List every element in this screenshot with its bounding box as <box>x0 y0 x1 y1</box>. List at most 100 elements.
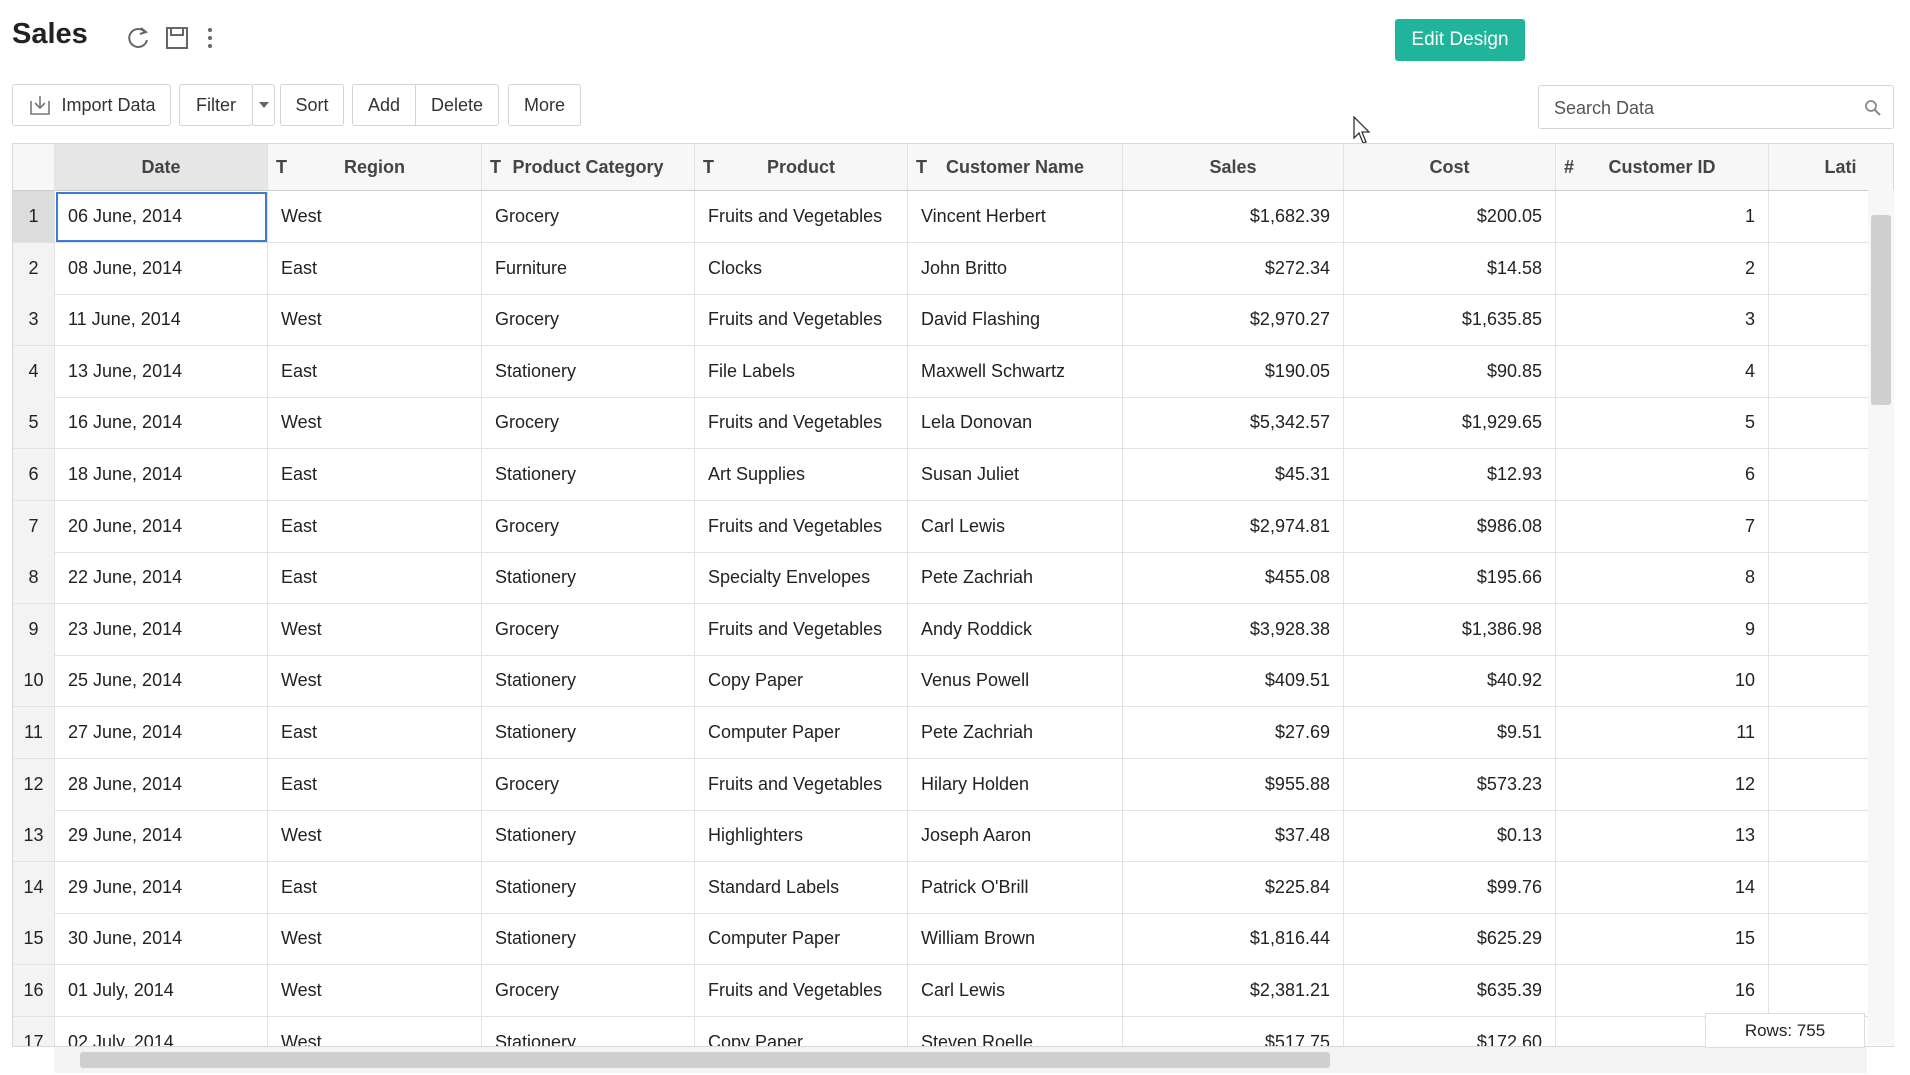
add-button[interactable]: Add <box>352 84 416 126</box>
row-number[interactable]: 17 <box>13 1016 55 1046</box>
column-header[interactable]: Region T <box>268 144 482 191</box>
cell[interactable]: Grocery <box>482 758 695 811</box>
column-header[interactable]: Sales <box>1123 144 1344 191</box>
cell[interactable]: $200.05 <box>1344 191 1556 243</box>
cell[interactable]: $986.08 <box>1344 500 1556 553</box>
cell[interactable]: Art Supplies <box>695 449 908 501</box>
cell[interactable]: $172.60 <box>1344 1016 1556 1046</box>
delete-button[interactable]: Delete <box>415 84 499 126</box>
more-button[interactable]: More <box>508 84 581 126</box>
row-number[interactable]: 2 <box>13 242 55 295</box>
cell[interactable]: $1,682.39 <box>1123 191 1344 243</box>
row-number[interactable]: 12 <box>13 758 55 811</box>
cell[interactable]: 29 June, 2014 <box>55 861 268 914</box>
cell[interactable]: Copy Paper <box>695 655 908 708</box>
cell[interactable]: $27.69 <box>1123 707 1344 759</box>
cell[interactable]: 28 June, 2014 <box>55 758 268 811</box>
cell[interactable]: $3,928.38 <box>1123 603 1344 656</box>
cell[interactable]: Stationery <box>482 1016 695 1046</box>
row-number[interactable]: 16 <box>13 965 55 1017</box>
cell[interactable]: 7 <box>1556 500 1769 553</box>
row-number[interactable]: 5 <box>13 397 55 450</box>
cell[interactable]: Fruits and Vegetables <box>695 500 908 553</box>
cell[interactable]: 01 July, 2014 <box>55 965 268 1017</box>
cell[interactable]: East <box>268 500 482 553</box>
cell[interactable]: $195.66 <box>1344 552 1556 605</box>
cell[interactable]: 12 <box>1556 758 1769 811</box>
cell[interactable]: Fruits and Vegetables <box>695 603 908 656</box>
cell[interactable]: Stationery <box>482 655 695 708</box>
cell[interactable]: $2,381.21 <box>1123 965 1344 1017</box>
cell[interactable]: $0.13 <box>1344 810 1556 863</box>
cell[interactable]: East <box>268 758 482 811</box>
cell[interactable]: 4 <box>1556 345 1769 398</box>
cell[interactable]: 23 June, 2014 <box>55 603 268 656</box>
cell[interactable]: Stationery <box>482 810 695 863</box>
cell[interactable]: Highlighters <box>695 810 908 863</box>
cell[interactable]: Grocery <box>482 191 695 243</box>
cell[interactable]: $573.23 <box>1344 758 1556 811</box>
h-scrollbar[interactable] <box>54 1047 1867 1073</box>
cell[interactable]: Carl Lewis <box>908 965 1123 1017</box>
cell[interactable]: 20 June, 2014 <box>55 500 268 553</box>
cell[interactable]: File Labels <box>695 345 908 398</box>
row-number[interactable]: 3 <box>13 294 55 347</box>
cell[interactable]: Patrick O'Brill <box>908 861 1123 914</box>
cell[interactable]: Grocery <box>482 965 695 1017</box>
row-number[interactable]: 11 <box>13 707 55 759</box>
cell[interactable]: $955.88 <box>1123 758 1344 811</box>
cell[interactable]: David Flashing <box>908 294 1123 347</box>
cell[interactable]: $1,816.44 <box>1123 913 1344 966</box>
cell[interactable]: 18 June, 2014 <box>55 449 268 501</box>
cell[interactable]: William Brown <box>908 913 1123 966</box>
row-number[interactable]: 14 <box>13 861 55 914</box>
row-number[interactable]: 13 <box>13 810 55 863</box>
cell[interactable]: $2,970.27 <box>1123 294 1344 347</box>
cell[interactable]: 25 June, 2014 <box>55 655 268 708</box>
cell[interactable]: $40.92 <box>1344 655 1556 708</box>
row-number[interactable]: 10 <box>13 655 55 708</box>
cell[interactable]: East <box>268 242 482 295</box>
cell[interactable]: 29 June, 2014 <box>55 810 268 863</box>
column-header[interactable]: Product T <box>695 144 908 191</box>
row-number[interactable]: 1 <box>13 191 55 243</box>
cell[interactable]: 16 <box>1556 965 1769 1017</box>
cell[interactable]: East <box>268 861 482 914</box>
cell[interactable]: Grocery <box>482 294 695 347</box>
row-number[interactable]: 6 <box>13 449 55 501</box>
cell[interactable]: $190.05 <box>1123 345 1344 398</box>
cell[interactable]: 5 <box>1556 397 1769 450</box>
cell[interactable]: 06 June, 2014 <box>55 191 268 243</box>
cell[interactable]: Grocery <box>482 397 695 450</box>
cell[interactable]: Grocery <box>482 500 695 553</box>
cell[interactable]: $14.58 <box>1344 242 1556 295</box>
cell[interactable]: Lela Donovan <box>908 397 1123 450</box>
cell[interactable]: Carl Lewis <box>908 500 1123 553</box>
cell[interactable]: 10 <box>1556 655 1769 708</box>
cell[interactable]: Fruits and Vegetables <box>695 397 908 450</box>
v-scrollbar[interactable] <box>1868 190 1894 1045</box>
cell[interactable]: 8 <box>1556 552 1769 605</box>
cell[interactable]: $1,929.65 <box>1344 397 1556 450</box>
cell[interactable]: $635.39 <box>1344 965 1556 1017</box>
cell[interactable]: East <box>268 707 482 759</box>
cell[interactable]: West <box>268 397 482 450</box>
cell[interactable]: $409.51 <box>1123 655 1344 708</box>
cell[interactable]: Stationery <box>482 707 695 759</box>
title-icons[interactable] <box>125 24 225 52</box>
cell[interactable]: Steven Roelle <box>908 1016 1123 1046</box>
cell[interactable]: West <box>268 913 482 966</box>
cell[interactable]: 22 June, 2014 <box>55 552 268 605</box>
cell[interactable]: East <box>268 345 482 398</box>
cell[interactable]: East <box>268 552 482 605</box>
edit-design-button[interactable]: Edit Design <box>1395 19 1525 61</box>
cell[interactable]: Susan Juliet <box>908 449 1123 501</box>
cell[interactable]: Joseph Aaron <box>908 810 1123 863</box>
sort-button[interactable]: Sort <box>280 84 344 126</box>
column-header[interactable]: Customer ID # <box>1556 144 1769 191</box>
cell[interactable]: Clocks <box>695 242 908 295</box>
row-number[interactable]: 9 <box>13 603 55 656</box>
cell[interactable]: Specialty Envelopes <box>695 552 908 605</box>
cell[interactable]: $99.76 <box>1344 861 1556 914</box>
cell[interactable]: Stationery <box>482 552 695 605</box>
